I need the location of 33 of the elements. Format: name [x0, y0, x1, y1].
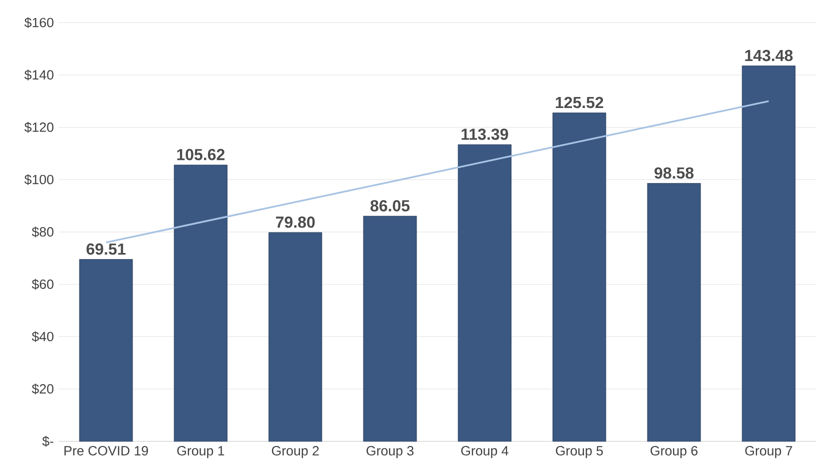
x-tick-label: Pre COVID 19 — [64, 446, 148, 456]
bar — [268, 232, 322, 442]
y-tick-label: $120 — [24, 122, 54, 133]
data-label: 98.58 — [654, 167, 694, 179]
x-tick-label: Group 1 — [177, 446, 224, 458]
y-tick-label: $80 — [32, 226, 54, 238]
data-label: 86.05 — [370, 200, 410, 212]
y-tick-label: $140 — [24, 70, 54, 80]
bar — [174, 164, 228, 442]
bar — [552, 112, 606, 442]
y-tick-label: $20 — [32, 384, 54, 394]
bar — [458, 144, 512, 442]
y-tick-label: $60 — [32, 278, 54, 290]
bar — [363, 216, 417, 442]
y-tick-label: $- — [42, 436, 54, 447]
data-label: 79.80 — [276, 216, 315, 228]
data-label: 105.62 — [177, 148, 224, 160]
x-tick-label: Group 7 — [745, 446, 792, 458]
y-tick-label: $40 — [32, 331, 54, 342]
bar — [79, 259, 133, 442]
bar — [647, 183, 701, 442]
x-tick-label: Group 2 — [272, 446, 319, 458]
y-tick-label: $160 — [24, 17, 54, 28]
data-label: 69.51 — [86, 243, 126, 255]
bar — [742, 66, 796, 442]
x-tick-label: Group 4 — [461, 446, 508, 458]
y-tick-label: $100 — [24, 174, 54, 186]
data-label: 125.52 — [556, 96, 604, 108]
x-tick-label: Group 5 — [556, 446, 603, 458]
x-tick-label: Group 3 — [366, 446, 414, 458]
data-label: 113.39 — [462, 128, 508, 140]
data-label: 143.48 — [745, 50, 793, 62]
x-tick-label: Group 6 — [650, 446, 698, 458]
